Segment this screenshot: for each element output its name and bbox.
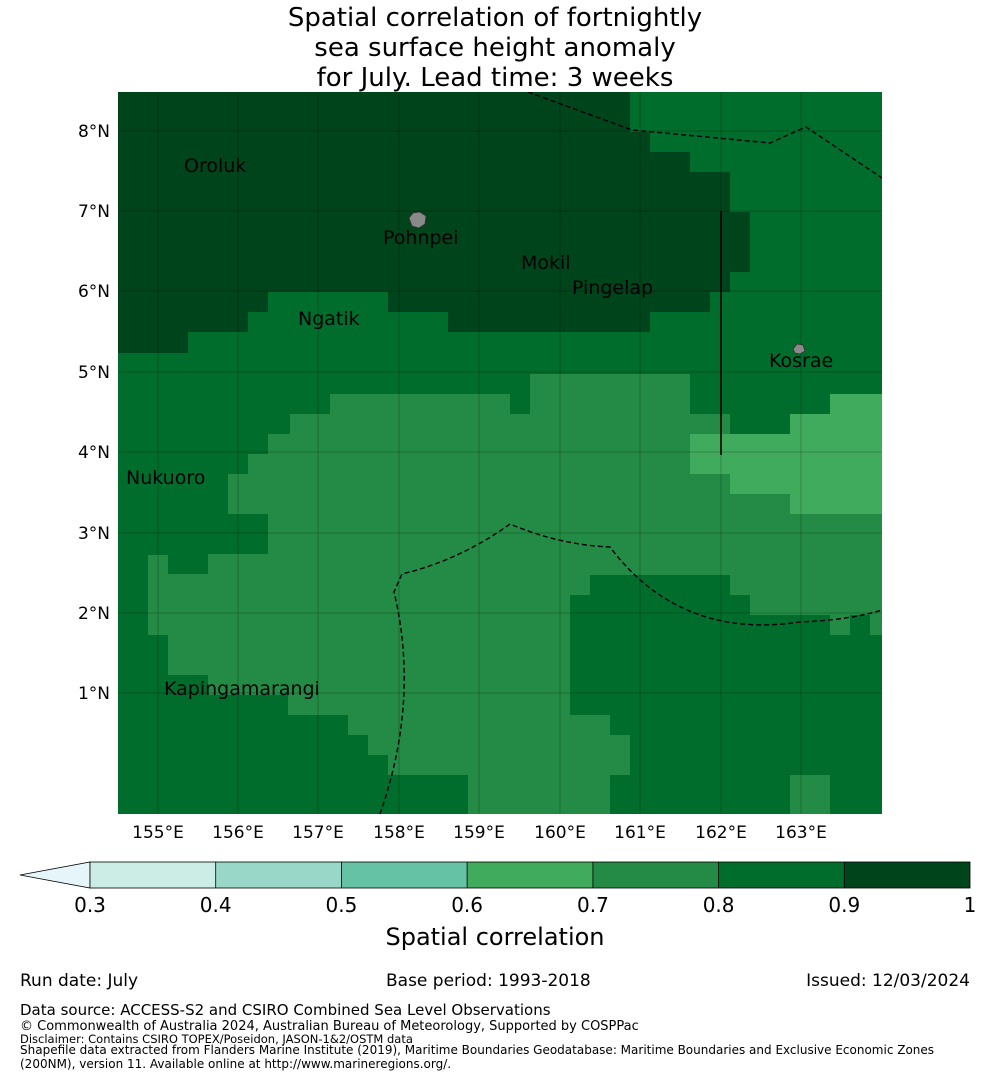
place-labels: Oroluk Pohnpei Mokil Pingelap Ngatik Kos… — [126, 155, 833, 700]
lat-label: 5°N — [78, 363, 110, 383]
lat-label: 2°N — [78, 604, 110, 624]
colorbar-tick: 0.6 — [451, 893, 483, 917]
place-label: Mokil — [521, 252, 571, 274]
latitude-labels: 8°N 7°N 6°N 5°N 4°N 3°N 2°N 1°N — [78, 122, 110, 704]
graticule — [118, 92, 882, 814]
colorbar-segment — [341, 862, 468, 888]
island-icon — [792, 343, 806, 355]
shapefile-credit-continued: (200NM), version 11. Available online at… — [20, 1057, 452, 1071]
colorbar-label: Spatial correlation — [385, 923, 604, 951]
lat-label: 8°N — [78, 122, 110, 142]
colorbar-tick: 0.7 — [577, 893, 609, 917]
lon-label: 160°E — [534, 823, 586, 843]
lon-label: 161°E — [614, 823, 666, 843]
colorbar: 0.3 0.4 0.5 0.6 0.7 0.8 0.9 1 Spatial co… — [19, 861, 977, 951]
title-line-3: for July. Lead time: 3 weeks — [316, 63, 674, 93]
shapefile-credit: Shapefile data extracted from Flanders M… — [20, 1043, 935, 1057]
lon-label: 158°E — [373, 823, 425, 843]
eez-boundaries — [379, 92, 882, 814]
place-label: Kapingamarangi — [164, 678, 320, 700]
colorbar-frame — [89, 861, 971, 889]
colorbar-under-arrow — [19, 861, 91, 889]
place-label: Oroluk — [184, 155, 246, 177]
title-line-2: sea surface height anomaly — [314, 33, 676, 63]
colorbar-segment — [718, 862, 845, 888]
colorbar-tick: 0.5 — [325, 893, 357, 917]
colorbar-segment — [844, 862, 970, 888]
colorbar-tick: 0.9 — [828, 893, 860, 917]
lon-label: 162°E — [695, 823, 747, 843]
issued-date: Issued: 12/03/2024 — [806, 971, 970, 991]
base-period: Base period: 1993-2018 — [386, 971, 591, 991]
colorbar-segment — [467, 862, 593, 888]
data-source: Data source: ACCESS-S2 and CSIRO Combine… — [20, 1001, 551, 1019]
field-region — [118, 92, 750, 353]
lon-label: 159°E — [453, 823, 505, 843]
colorbar-segment — [592, 862, 719, 888]
colorbar-tick: 0.4 — [200, 893, 232, 917]
lat-label: 3°N — [78, 524, 110, 544]
map-field — [118, 92, 882, 814]
lat-label: 1°N — [78, 684, 110, 704]
lat-label: 6°N — [78, 282, 110, 302]
field-region — [690, 394, 882, 514]
chart-title: Spatial correlation of fortnightly sea s… — [0, 3, 990, 93]
colorbar-tick: 0.8 — [703, 893, 735, 917]
disclaimer: Disclaimer: Contains CSIRO TOPEX/Poseido… — [20, 1032, 413, 1046]
field-region — [570, 575, 882, 814]
longitude-labels: 155°E 156°E 157°E 158°E 159°E 160°E 161°… — [132, 823, 827, 843]
colorbar-segment — [215, 862, 342, 888]
field-region — [118, 595, 468, 814]
place-label: Kosrae — [769, 350, 833, 372]
colorbar-segment — [90, 862, 216, 888]
place-label: Pohnpei — [383, 227, 459, 249]
copyright: © Commonwealth of Australia 2024, Austra… — [20, 1019, 639, 1034]
place-label: Ngatik — [298, 308, 360, 330]
lat-label: 4°N — [78, 443, 110, 463]
place-label: Nukuoro — [126, 467, 205, 489]
lon-label: 156°E — [212, 823, 264, 843]
lon-label: 157°E — [292, 823, 344, 843]
place-label: Pingelap — [572, 277, 653, 299]
colorbar-tick: 1 — [964, 893, 977, 917]
run-date: Run date: July — [20, 971, 139, 991]
lon-label: 163°E — [775, 823, 827, 843]
colorbar-tick: 0.3 — [74, 893, 106, 917]
title-line-1: Spatial correlation of fortnightly — [287, 3, 703, 33]
lon-label: 155°E — [132, 823, 184, 843]
lat-label: 7°N — [78, 202, 110, 222]
island-icon — [408, 211, 427, 229]
